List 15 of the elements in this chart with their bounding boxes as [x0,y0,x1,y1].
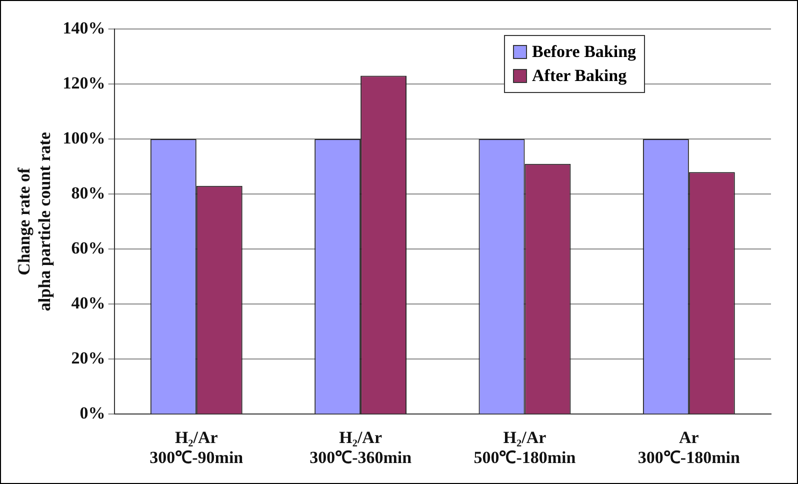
x-tick-label: H₂/Ar 300℃-90min [150,428,244,468]
legend-label: Before Baking [532,41,636,63]
y-tick-label: 120% [62,73,106,92]
x-tick-label: Ar 300℃-180min [638,428,740,468]
x-tick-label: H₂/Ar 300℃-360min [310,428,412,468]
y-axis-title: Change rate of alpha particle count rate [14,132,54,312]
y-tick-label: 80% [71,183,106,202]
y-tick-label: 60% [71,238,106,258]
y-tick-label: 140% [62,18,106,38]
x-tick-label: H₂/Ar 500℃-180min [474,428,576,468]
y-tick-label: 40% [71,294,106,313]
y-tick-label: 0% [80,404,106,423]
legend-label: After Baking [532,65,627,87]
y-tick-label: 20% [71,348,106,368]
y-tick-label: 100% [62,128,106,148]
